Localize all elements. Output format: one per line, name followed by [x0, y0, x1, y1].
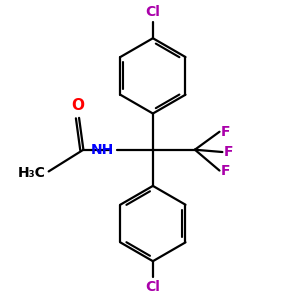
Text: F: F [221, 125, 230, 139]
Text: Cl: Cl [146, 5, 160, 20]
Text: F: F [221, 164, 230, 178]
Text: H₃C: H₃C [18, 166, 46, 180]
Text: F: F [224, 145, 233, 159]
Text: Cl: Cl [146, 280, 160, 294]
Text: O: O [71, 98, 84, 112]
Text: NH: NH [91, 143, 114, 157]
